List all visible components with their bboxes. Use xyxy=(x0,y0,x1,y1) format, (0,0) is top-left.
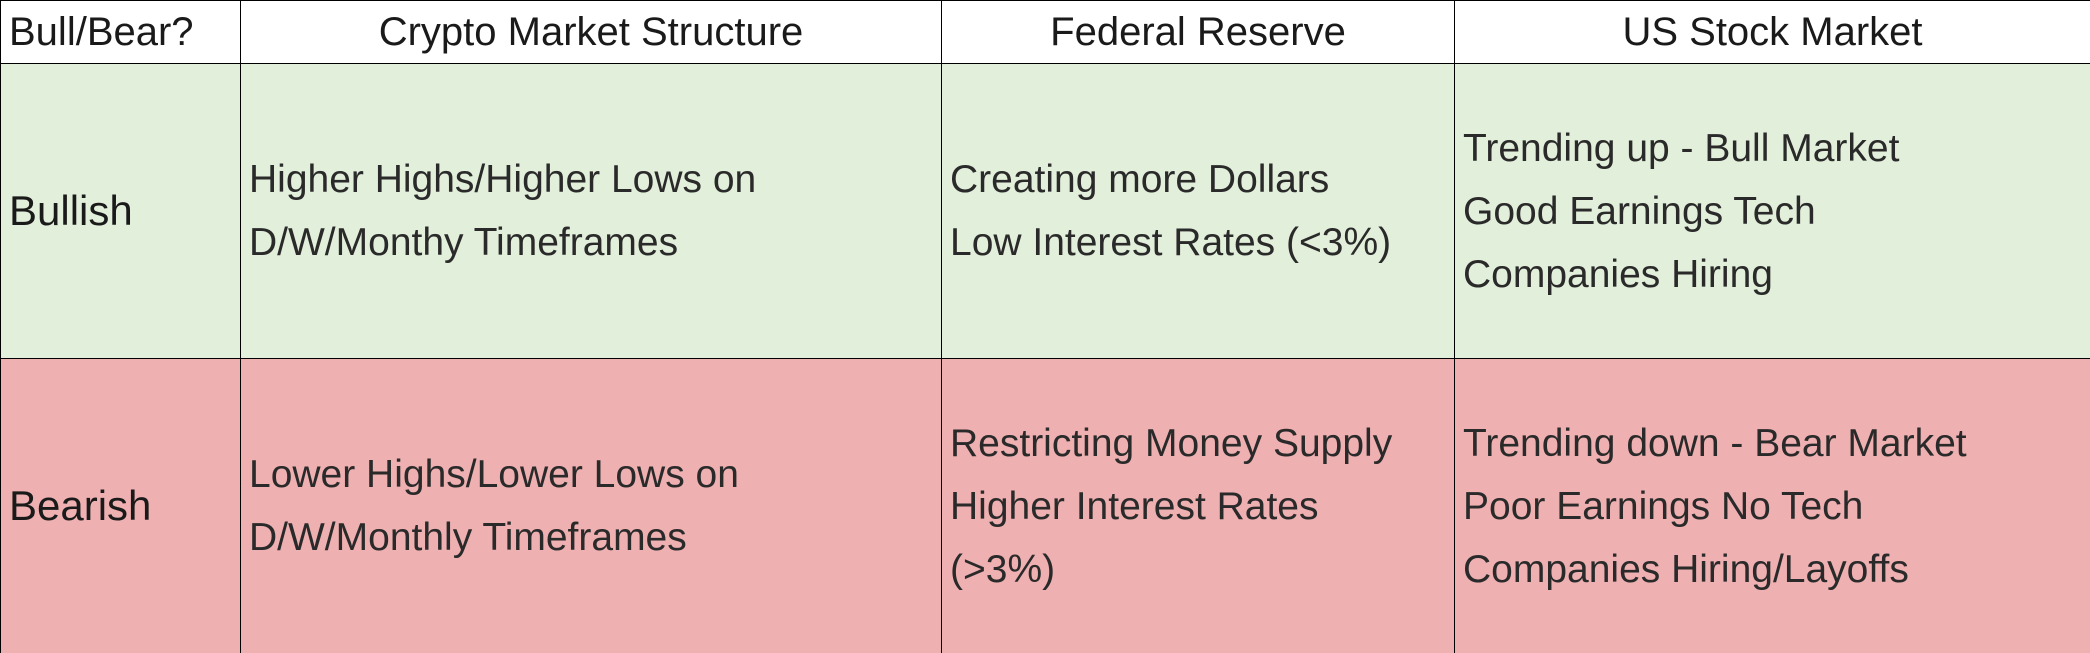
table-cell: Trending down - Bear Market Poor Earnings… xyxy=(1454,358,2090,653)
cell-line: Restricting Money Supply xyxy=(950,421,1393,465)
header-cell: Federal Reserve xyxy=(941,0,1455,64)
table-cell: Restricting Money Supply Higher Interest … xyxy=(941,358,1455,653)
cell-line: Higher Highs/Higher Lows on xyxy=(249,158,757,201)
table-cell: Trending up - Bull Market Good Earnings T… xyxy=(1454,63,2090,359)
cell-line: Creating more Dollars xyxy=(950,158,1330,201)
cell-line: Trending down - Bear Market xyxy=(1463,421,1967,465)
header-cell: US Stock Market xyxy=(1454,0,2090,64)
header-row: Bull/Bear? Crypto Market Structure Federal… xyxy=(0,0,2090,64)
table-cell: Lower Highs/Lower Lows on D/W/Monthly Tim… xyxy=(240,358,942,653)
cell-line: Trending up - Bull Market xyxy=(1463,126,1900,170)
table-row: Bearish Lower Highs/Lower Lows on D/W/Mont… xyxy=(0,358,2090,653)
cell-line: Companies Hiring/Layoffs xyxy=(1463,547,1909,591)
cell-line: Low Interest Rates (<3%) xyxy=(950,221,1392,264)
cell-line: Higher Interest Rates xyxy=(950,484,1319,528)
row-label: Bearish xyxy=(0,358,241,653)
cell-line: Lower Highs/Lower Lows on xyxy=(249,453,739,496)
cell-line: D/W/Monthy Timeframes xyxy=(249,221,679,264)
table-row: Bullish Higher Highs/Higher Lows on D/W/Mo… xyxy=(0,63,2090,359)
cell-line: Good Earnings Tech xyxy=(1463,189,1816,233)
header-cell: Bull/Bear? xyxy=(0,0,241,64)
cell-line: (>3%) xyxy=(950,547,1056,591)
cell-line: Companies Hiring xyxy=(1463,252,1773,296)
header-cell: Crypto Market Structure xyxy=(240,0,942,64)
table-cell: Creating more Dollars Low Interest Rates … xyxy=(941,63,1455,359)
table-cell: Higher Highs/Higher Lows on D/W/Monthy Ti… xyxy=(240,63,942,359)
cell-line: D/W/Monthly Timeframes xyxy=(249,516,687,559)
row-label: Bullish xyxy=(0,63,241,359)
cell-line: Poor Earnings No Tech xyxy=(1463,484,1864,528)
